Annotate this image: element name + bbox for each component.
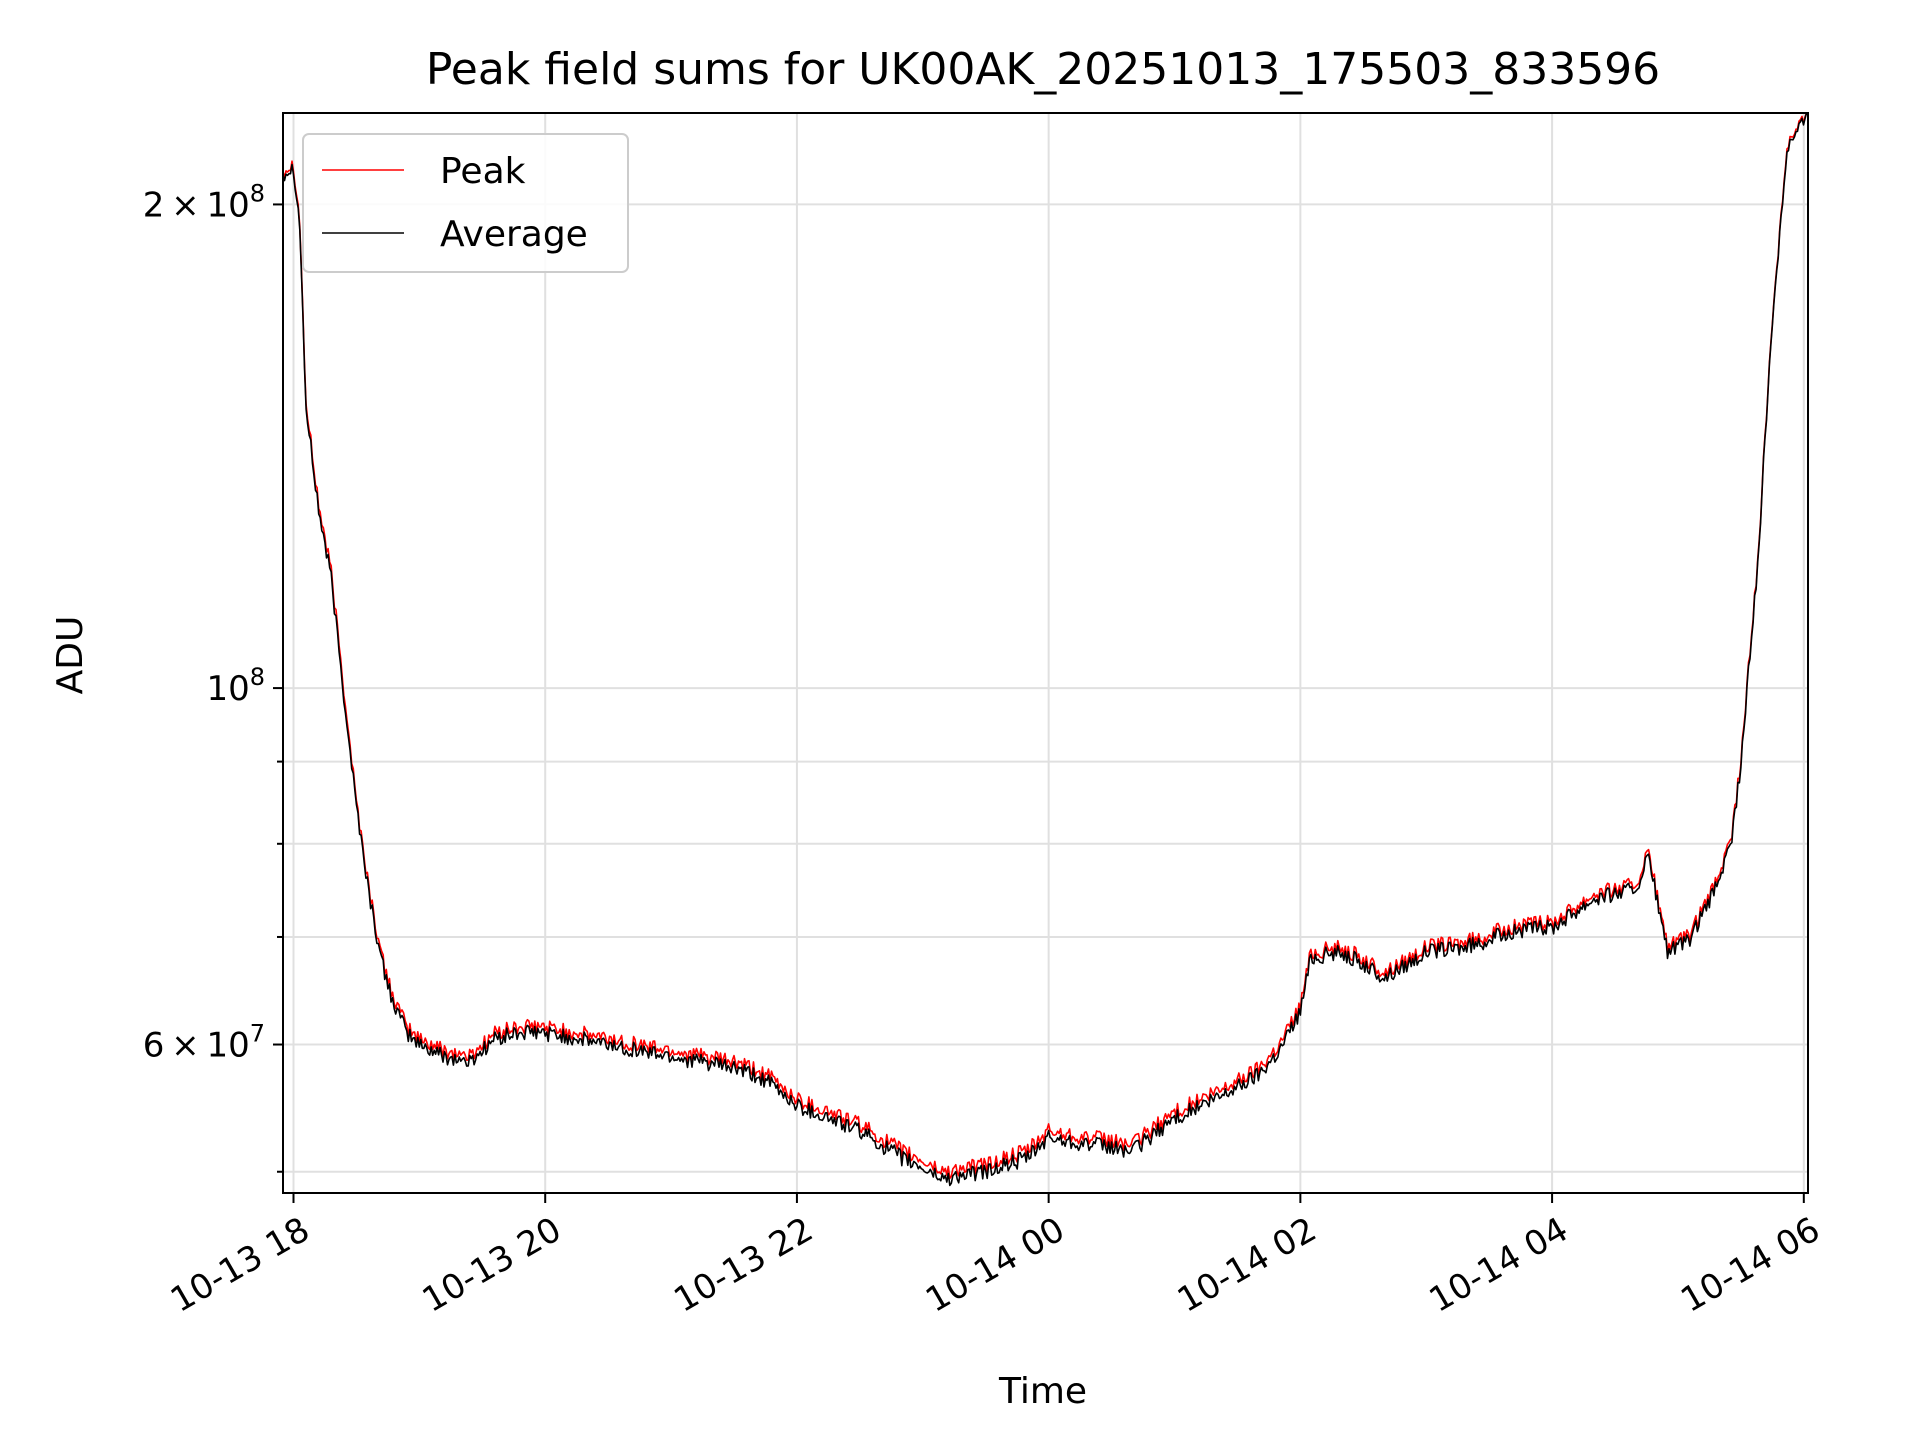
legend-box: [302, 133, 629, 273]
legend: Peak Average: [302, 133, 629, 273]
chart-title: Peak field sums for UK00AK_20251013_1755…: [426, 44, 1660, 95]
legend-label-average: Average: [440, 214, 588, 255]
series-lines: [282, 112, 1809, 1187]
x-axis-label: Time: [998, 1371, 1087, 1412]
series-line-average: [282, 112, 1809, 1187]
grid: [283, 113, 1808, 1193]
series-line-peak: [282, 112, 1808, 1180]
plot-area-frame: [282, 112, 1809, 1194]
y-tick-label: 6 × 107: [143, 1020, 265, 1066]
y-tick-label: 108: [206, 663, 265, 709]
y-axis-label: ADU: [50, 616, 91, 695]
legend-label-peak: Peak: [440, 151, 526, 192]
y-tick-label: 2 × 108: [143, 179, 265, 225]
